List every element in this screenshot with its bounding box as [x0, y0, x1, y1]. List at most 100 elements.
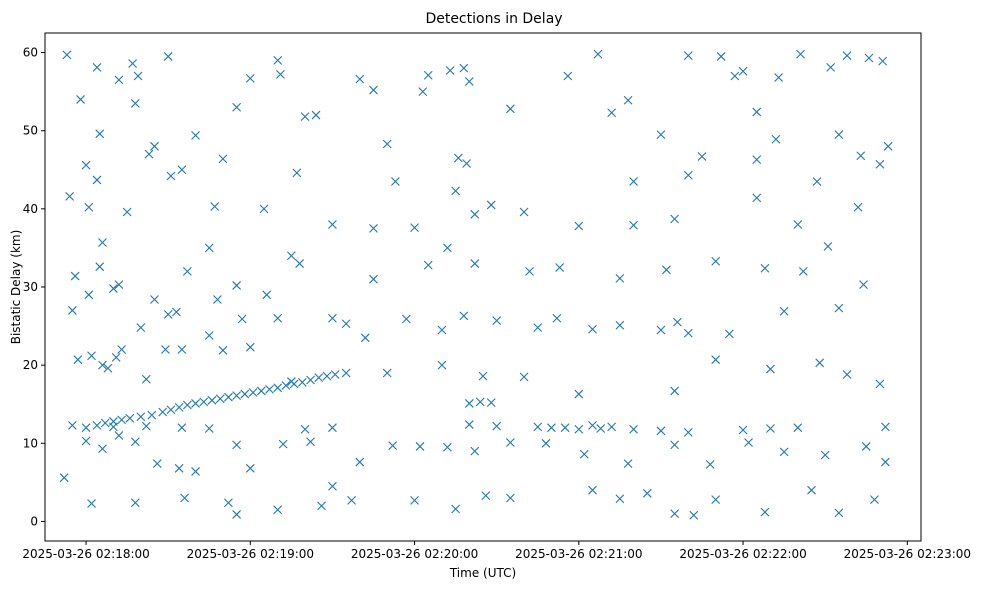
data-point — [95, 129, 105, 139]
data-point — [752, 107, 762, 117]
x-axis-label: Time (UTC) — [449, 566, 516, 580]
data-point — [81, 436, 91, 446]
data-point — [259, 204, 269, 214]
data-point — [798, 266, 808, 276]
data-point — [574, 221, 584, 231]
data-point — [292, 168, 302, 178]
data-point — [771, 134, 781, 144]
data-point — [98, 444, 107, 454]
data-point — [574, 424, 584, 434]
data-point — [388, 441, 398, 451]
data-point — [541, 438, 551, 448]
data-point — [875, 379, 885, 389]
data-point — [144, 149, 154, 159]
data-point — [215, 394, 225, 404]
data-point — [881, 457, 890, 467]
data-point — [130, 437, 140, 447]
data-point — [278, 439, 288, 449]
data-point — [552, 313, 562, 323]
data-point — [492, 316, 502, 325]
data-point — [391, 177, 400, 186]
data-point — [779, 306, 789, 316]
data-point — [369, 274, 378, 284]
data-point — [464, 420, 474, 429]
data-point — [130, 498, 140, 508]
data-point — [401, 314, 411, 324]
data-point — [87, 351, 96, 361]
data-point — [152, 459, 162, 469]
data-point — [615, 494, 625, 504]
data-point — [147, 410, 157, 420]
data-point — [478, 371, 488, 381]
data-point — [642, 488, 652, 498]
data-point — [878, 56, 888, 66]
data-point — [114, 75, 124, 85]
data-point — [191, 130, 200, 140]
data-point — [672, 317, 682, 327]
data-point — [109, 422, 118, 432]
data-point — [807, 485, 816, 495]
data-point — [462, 159, 471, 168]
data-point — [232, 391, 242, 401]
data-point — [856, 151, 866, 161]
x-axis: 2025-03-26 02:18:00 2025-03-26 02:19:00 20… — [22, 541, 971, 561]
data-point — [738, 66, 748, 76]
data-point — [423, 70, 433, 80]
data-point — [779, 447, 789, 457]
data-point — [163, 52, 173, 61]
data-point — [629, 177, 638, 186]
data-point — [355, 74, 365, 84]
data-point — [716, 52, 726, 61]
data-point — [481, 491, 491, 501]
data-point — [87, 499, 96, 508]
data-point — [306, 437, 315, 447]
data-point — [150, 141, 159, 151]
data-point — [224, 392, 233, 402]
data-point — [451, 504, 461, 514]
data-point — [322, 371, 332, 381]
data-point — [100, 418, 110, 428]
data-point — [464, 77, 474, 86]
data-point — [629, 220, 638, 230]
data-point — [711, 355, 721, 365]
x-tick-label: 2025-03-26 02:19:00 — [187, 547, 314, 561]
data-point — [273, 383, 283, 393]
data-point — [418, 87, 428, 97]
data-point — [136, 412, 146, 422]
data-point — [204, 243, 214, 253]
data-point — [470, 446, 480, 456]
data-point — [273, 505, 283, 515]
data-point — [237, 314, 247, 324]
data-point — [834, 303, 844, 313]
data-point — [475, 397, 485, 407]
data-point — [593, 49, 603, 59]
x-tick-label: 2025-03-26 02:22:00 — [679, 547, 806, 561]
data-point — [265, 384, 274, 394]
x-tick-label: 2025-03-26 02:23:00 — [844, 547, 971, 561]
data-point — [210, 202, 220, 211]
data-point — [273, 313, 283, 323]
data-point — [579, 449, 589, 459]
data-point — [300, 424, 310, 434]
data-point — [453, 153, 463, 163]
data-point — [738, 425, 748, 435]
y-tick-label: 30 — [23, 280, 38, 294]
data-point — [883, 141, 893, 151]
data-point — [423, 260, 433, 270]
data-point — [724, 329, 734, 339]
data-point — [141, 374, 151, 384]
data-point — [158, 407, 168, 417]
data-point — [711, 256, 721, 266]
data-point — [588, 324, 597, 334]
data-point — [670, 509, 680, 519]
data-point — [150, 295, 159, 304]
data-point — [341, 368, 351, 378]
data-point — [760, 507, 770, 517]
data-point — [793, 220, 803, 229]
data-point — [117, 415, 127, 425]
data-point — [796, 49, 805, 59]
data-point — [410, 223, 419, 232]
data-point — [262, 290, 272, 300]
data-point — [697, 152, 707, 161]
data-point — [834, 508, 844, 518]
